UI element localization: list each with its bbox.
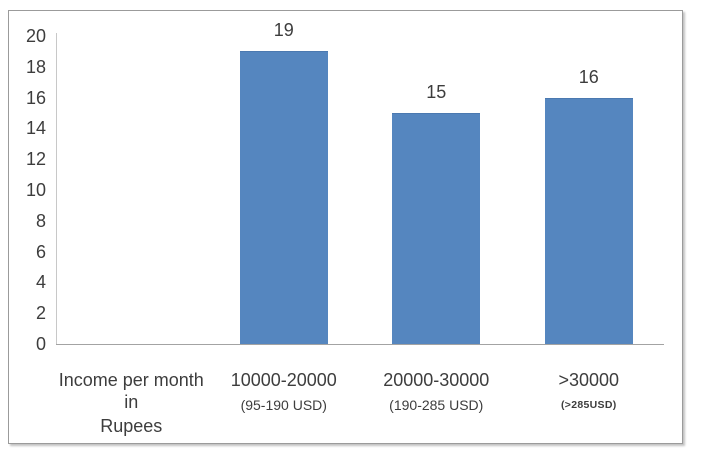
bar-value-label: 15 — [426, 82, 447, 102]
category-label-line2: (>285USD) — [560, 399, 617, 411]
y-tick-label: 18 — [25, 56, 46, 77]
y-tick-label: 8 — [35, 210, 46, 231]
category-label-line1: >30000 — [558, 370, 620, 390]
category-label-line1: Income per month in — [58, 370, 204, 412]
y-tick-label: 6 — [35, 241, 46, 262]
category-label: Income per month in Rupees — [55, 365, 208, 436]
category-label: 20000-30000 (190-285 USD) — [360, 365, 513, 435]
y-tick-label: 16 — [25, 87, 46, 108]
bar-20000-30000 — [392, 113, 481, 344]
bar->30000 — [544, 97, 633, 344]
category-label-line1: 20000-30000 — [383, 370, 490, 390]
bar-10000-20000 — [239, 51, 328, 344]
category-label-line1: 10000-20000 — [230, 370, 337, 390]
bar-value-label: 16 — [578, 66, 599, 87]
y-tick-label: 2 — [35, 303, 46, 324]
y-axis-line — [56, 33, 57, 344]
x-axis-line — [56, 344, 664, 345]
y-tick-label: 14 — [25, 118, 46, 139]
category-label: 10000-20000 (95-190 USD) — [208, 365, 361, 435]
y-tick-label: 20 — [25, 26, 46, 46]
category-label-line2: (95-190 USD) — [240, 397, 327, 413]
y-tick-label: 0 — [35, 334, 46, 354]
category-label: >30000 (>285USD) — [513, 365, 666, 435]
category-label-line2: (190-285 USD) — [389, 397, 484, 413]
bar-value-label: 19 — [273, 20, 294, 41]
y-tick-label: 4 — [35, 272, 46, 293]
category-label-line2: Rupees — [100, 416, 163, 436]
y-tick-label: 12 — [25, 149, 46, 170]
bar-chart-frame: 0 2 4 6 8 10 12 14 16 18 20 19 15 16 Income per mont… — [8, 10, 683, 444]
y-tick-label: 10 — [25, 180, 46, 200]
